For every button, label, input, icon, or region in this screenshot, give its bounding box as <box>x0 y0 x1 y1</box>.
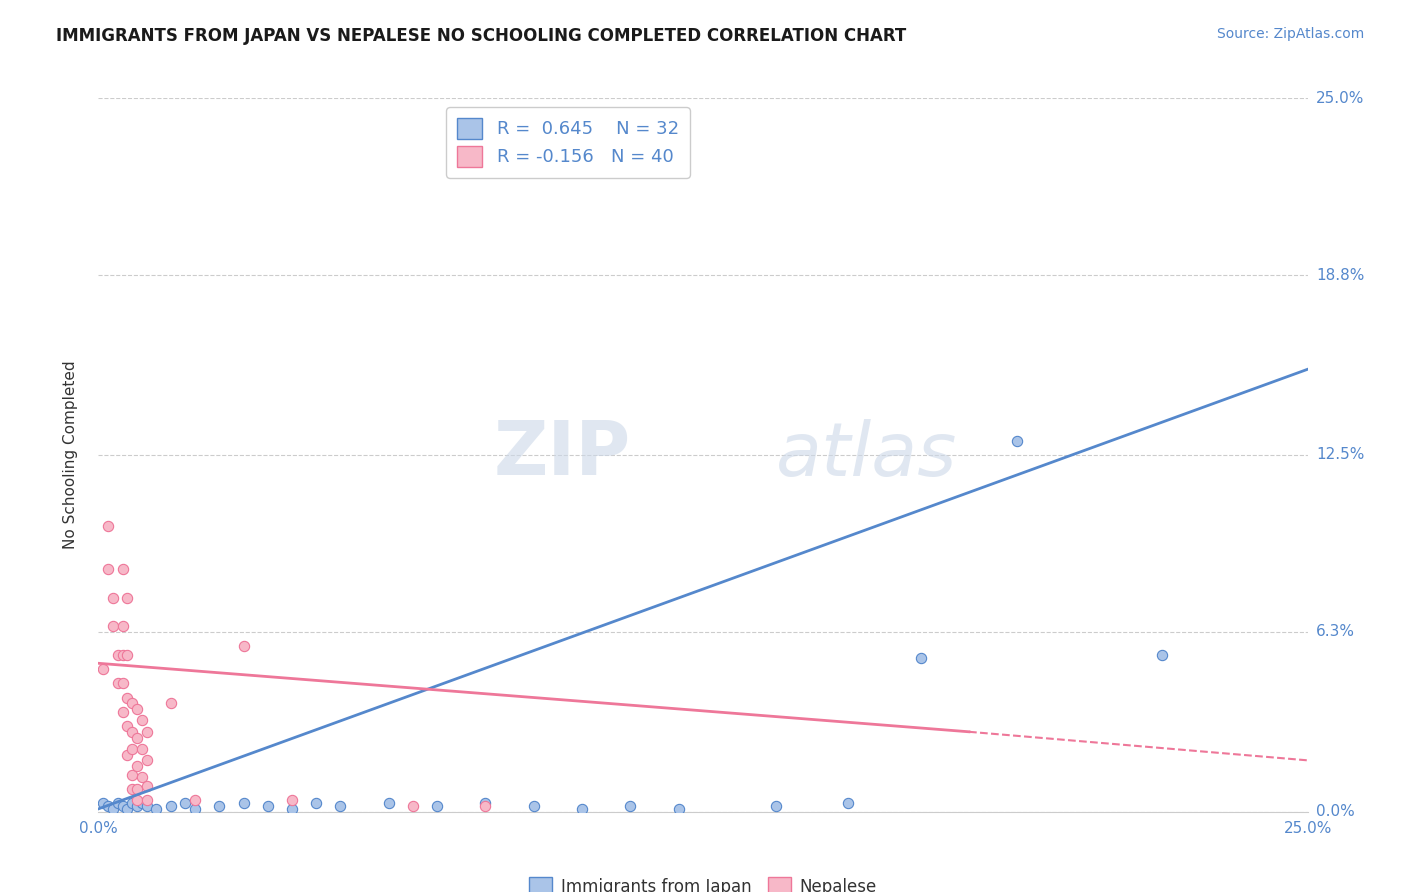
Text: 6.3%: 6.3% <box>1316 624 1355 640</box>
Text: atlas: atlas <box>776 419 957 491</box>
Point <box>184 802 207 816</box>
Text: Source: ZipAtlas.com: Source: ZipAtlas.com <box>1216 27 1364 41</box>
Point <box>1152 648 1174 662</box>
Point <box>117 802 139 816</box>
Point <box>127 799 149 814</box>
Point <box>160 696 183 710</box>
Point <box>117 747 139 762</box>
Point <box>910 650 932 665</box>
Point <box>619 799 641 814</box>
Legend: Immigrants from Japan, Nepalese: Immigrants from Japan, Nepalese <box>523 870 883 892</box>
Point <box>329 799 352 814</box>
Point <box>135 799 157 814</box>
Point <box>111 676 134 690</box>
Point <box>127 759 149 773</box>
Point <box>121 724 143 739</box>
Point <box>117 690 139 705</box>
Text: 12.5%: 12.5% <box>1316 448 1364 462</box>
Point <box>121 796 143 810</box>
Point <box>97 799 120 814</box>
Point <box>127 781 149 796</box>
Point <box>111 799 134 814</box>
Point <box>174 796 197 810</box>
Point <box>135 779 157 793</box>
Point <box>145 802 167 816</box>
Text: ZIP: ZIP <box>494 418 630 491</box>
Point <box>111 562 134 576</box>
Point <box>101 802 124 816</box>
Point <box>256 799 278 814</box>
Point <box>281 793 304 807</box>
Point <box>377 796 399 810</box>
Point <box>474 799 496 814</box>
Point <box>91 796 114 810</box>
Point <box>426 799 449 814</box>
Point <box>101 591 124 605</box>
Point <box>121 742 143 756</box>
Point <box>232 639 254 653</box>
Point <box>117 591 139 605</box>
Point <box>305 796 328 810</box>
Point <box>121 696 143 710</box>
Point <box>97 562 120 576</box>
Point <box>111 705 134 719</box>
Point <box>127 793 149 807</box>
Point <box>474 796 496 810</box>
Text: IMMIGRANTS FROM JAPAN VS NEPALESE NO SCHOOLING COMPLETED CORRELATION CHART: IMMIGRANTS FROM JAPAN VS NEPALESE NO SCH… <box>56 27 907 45</box>
Text: 25.0%: 25.0% <box>1316 91 1364 105</box>
Point <box>571 802 593 816</box>
Point <box>107 676 129 690</box>
Point <box>135 793 157 807</box>
Point <box>131 771 153 785</box>
Point <box>111 619 134 633</box>
Point <box>208 799 231 814</box>
Point <box>117 719 139 733</box>
Point <box>184 793 207 807</box>
Point <box>281 802 304 816</box>
Point <box>131 796 153 810</box>
Point <box>523 799 546 814</box>
Point <box>117 648 139 662</box>
Point <box>232 796 254 810</box>
Point <box>127 702 149 716</box>
Point <box>135 724 157 739</box>
Point <box>111 648 134 662</box>
Point <box>91 662 114 676</box>
Point <box>121 767 143 781</box>
Point <box>668 802 690 816</box>
Point <box>1007 434 1029 448</box>
Y-axis label: No Schooling Completed: No Schooling Completed <box>63 360 77 549</box>
Point <box>765 799 787 814</box>
Point <box>121 781 143 796</box>
Point <box>135 753 157 767</box>
Point <box>127 731 149 745</box>
Point <box>160 799 183 814</box>
Point <box>131 714 153 728</box>
Point <box>131 742 153 756</box>
Text: 0.0%: 0.0% <box>1316 805 1354 819</box>
Point <box>402 799 425 814</box>
Point <box>107 648 129 662</box>
Point <box>107 796 129 810</box>
Point <box>101 619 124 633</box>
Point <box>97 519 120 533</box>
Text: 18.8%: 18.8% <box>1316 268 1364 283</box>
Point <box>837 796 859 810</box>
